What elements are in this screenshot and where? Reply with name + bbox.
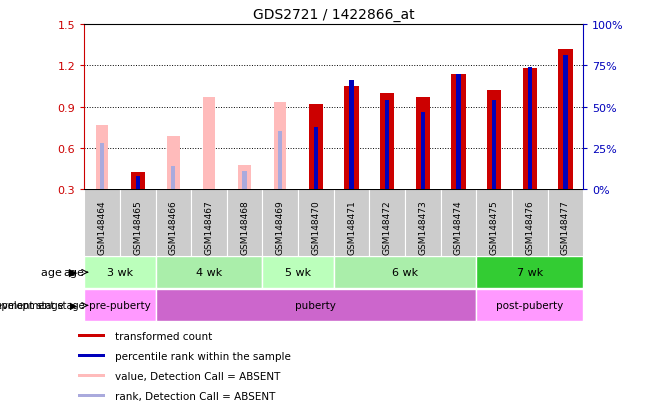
Bar: [100, 144, 104, 190]
Bar: [78, 394, 105, 397]
Bar: [487, 91, 502, 190]
Bar: [84, 190, 120, 256]
Text: GSM148474: GSM148474: [454, 200, 463, 254]
Text: development stage  ▶: development stage ▶: [0, 301, 78, 311]
Bar: [278, 132, 283, 190]
Text: GSM148471: GSM148471: [347, 200, 356, 254]
Bar: [380, 94, 394, 190]
Bar: [84, 290, 156, 321]
Bar: [349, 81, 354, 190]
Bar: [84, 257, 156, 288]
Text: GSM148464: GSM148464: [98, 200, 106, 254]
Text: 4 wk: 4 wk: [196, 268, 222, 278]
Bar: [492, 101, 496, 190]
Bar: [476, 257, 583, 288]
Text: rank, Detection Call = ABSENT: rank, Detection Call = ABSENT: [115, 391, 275, 401]
Text: transformed count: transformed count: [115, 331, 212, 341]
Bar: [523, 69, 537, 190]
Text: 7 wk: 7 wk: [516, 268, 543, 278]
Title: GDS2721 / 1422866_at: GDS2721 / 1422866_at: [253, 8, 415, 22]
Bar: [262, 190, 298, 256]
Bar: [548, 190, 583, 256]
Text: GSM148468: GSM148468: [240, 200, 249, 254]
Text: GSM148477: GSM148477: [561, 200, 570, 254]
Bar: [135, 177, 140, 190]
Bar: [78, 354, 105, 357]
Bar: [238, 165, 251, 190]
Text: 5 wk: 5 wk: [285, 268, 311, 278]
Text: GSM148475: GSM148475: [490, 200, 498, 254]
Bar: [416, 98, 430, 190]
Bar: [96, 125, 108, 190]
Text: pre-puberty: pre-puberty: [89, 301, 151, 311]
Bar: [405, 190, 441, 256]
Bar: [242, 172, 247, 190]
Bar: [421, 112, 425, 190]
Bar: [156, 190, 191, 256]
Bar: [385, 101, 389, 190]
Bar: [274, 103, 286, 190]
Text: GSM148469: GSM148469: [276, 200, 284, 254]
Text: GSM148472: GSM148472: [383, 200, 391, 254]
Bar: [527, 68, 532, 190]
Text: GSM148465: GSM148465: [133, 200, 142, 254]
Bar: [227, 190, 262, 256]
Text: GSM148473: GSM148473: [419, 200, 427, 254]
Bar: [369, 190, 405, 256]
Bar: [78, 334, 105, 337]
Bar: [512, 190, 548, 256]
Bar: [298, 190, 334, 256]
Bar: [334, 257, 476, 288]
Text: GSM148467: GSM148467: [205, 200, 213, 254]
Bar: [262, 257, 334, 288]
Bar: [441, 190, 476, 256]
Text: value, Detection Call = ABSENT: value, Detection Call = ABSENT: [115, 371, 280, 381]
Bar: [451, 74, 465, 190]
Bar: [476, 190, 512, 256]
Text: GSM148470: GSM148470: [312, 200, 320, 254]
Bar: [334, 190, 369, 256]
Bar: [563, 56, 568, 190]
Bar: [156, 257, 262, 288]
Bar: [156, 290, 476, 321]
Bar: [167, 136, 179, 190]
Text: GSM148476: GSM148476: [526, 200, 534, 254]
Bar: [78, 374, 105, 377]
Bar: [456, 74, 461, 190]
Bar: [130, 172, 145, 190]
Text: GSM148466: GSM148466: [169, 200, 178, 254]
Bar: [191, 190, 227, 256]
Bar: [203, 98, 215, 190]
Text: puberty: puberty: [295, 301, 336, 311]
Bar: [171, 167, 176, 190]
Text: development stage: development stage: [0, 301, 84, 311]
Text: 3 wk: 3 wk: [107, 268, 133, 278]
Bar: [314, 127, 318, 190]
Text: percentile rank within the sample: percentile rank within the sample: [115, 351, 290, 361]
Bar: [120, 190, 156, 256]
Text: age  ▶: age ▶: [41, 268, 78, 278]
Text: post-puberty: post-puberty: [496, 301, 563, 311]
Text: age: age: [64, 268, 84, 278]
Text: 6 wk: 6 wk: [392, 268, 418, 278]
Bar: [476, 290, 583, 321]
Bar: [345, 87, 359, 190]
Bar: [558, 50, 572, 190]
Bar: [308, 104, 323, 190]
